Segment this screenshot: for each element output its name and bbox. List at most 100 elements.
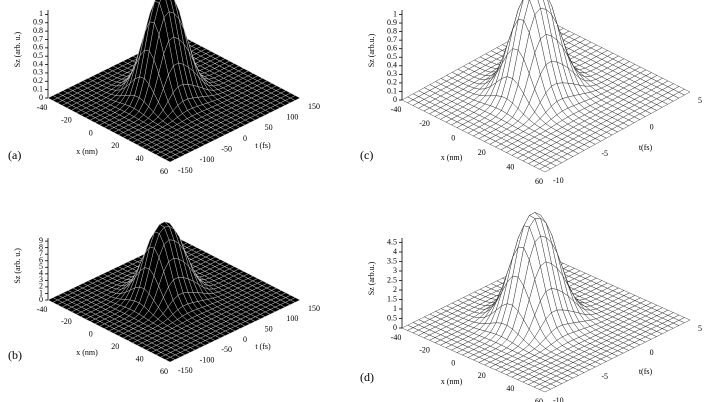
t-tick-label: 5 [698,96,702,105]
x-tick-label: 60 [535,397,543,402]
t-tick-label: 0 [243,335,247,344]
z-tick-label: 0 [393,323,397,332]
z-tick-label: 0.5 [387,52,397,61]
surface [401,0,691,173]
z-tick-label: 6 [39,256,43,265]
t-axis-label: t(fs) [639,143,653,152]
z-tick-label: 1 [39,9,43,18]
t-tick-label: 0 [243,134,247,143]
z-axis-label: Sz (arb. u.) [13,248,22,284]
z-tick-label: 0.8 [33,26,43,35]
panel: 00.511.522.533.544.5Sz (arb.u.)-40-20020… [360,212,702,402]
t-tick-label: 150 [308,304,320,313]
t-tick-label: -100 [200,155,215,164]
x-tick-label: -40 [37,103,48,112]
z-tick-label: 4.5 [387,237,397,246]
z-tick-label: 9 [39,236,43,245]
z-axis-label: Sz (arb.u.) [367,33,376,67]
t-axis-label: t(fs) [639,367,653,376]
z-tick-label: 0 [393,95,397,104]
t-tick-label: -10 [553,396,564,402]
z-tick-label: 7 [39,249,43,258]
x-tick-label: 60 [160,167,168,176]
z-tick-label: 3 [393,266,397,275]
z-tick-label: 0 [39,295,43,304]
x-tick-label: 60 [160,367,168,376]
z-tick-label: 0.3 [387,69,397,78]
x-axis-label: x (nm) [76,147,98,156]
z-tick-label: 3 [39,275,43,284]
z-tick-label: 0.9 [33,18,43,27]
t-tick-label: 5 [698,324,702,333]
x-tick-label: 20 [111,342,119,351]
z-tick-label: 1 [39,288,43,297]
x-tick-label: 20 [478,371,486,380]
z-tick-label: 0.2 [33,76,43,85]
t-tick-label: 100 [286,112,298,121]
t-tick-label: 0 [650,348,654,357]
x-tick-label: 20 [111,141,119,150]
x-tick-label: -20 [61,116,72,125]
t-tick-label: -150 [178,366,193,375]
surface-cell [164,156,176,163]
z-tick-label: 5 [39,262,43,271]
z-tick-label: 2.5 [387,275,397,284]
t-tick-label: -10 [553,176,564,185]
z-tick-label: 8 [39,242,43,251]
z-tick-label: 4 [393,247,397,256]
z-tick-label: 0.4 [387,61,397,70]
t-tick-label: -50 [221,144,232,153]
z-tick-label: 2 [39,282,43,291]
x-tick-label: 40 [506,162,514,171]
z-tick-label: 2 [393,285,397,294]
z-tick-label: 0.4 [33,59,43,68]
t-tick-label: 50 [265,324,273,333]
x-tick-label: 0 [451,358,455,367]
z-tick-label: 0.3 [33,68,43,77]
surface [47,0,301,163]
z-tick-label: 0.6 [33,43,43,52]
z-tick-label: 0.2 [387,78,397,87]
panel-label: (b) [8,348,22,362]
z-tick-label: 0.9 [387,18,397,27]
x-tick-label: 0 [451,134,455,143]
t-tick-label: -50 [221,345,232,354]
x-tick-label: 20 [478,148,486,157]
z-tick-label: 1 [393,9,397,18]
t-axis-label: t (fs) [255,342,271,351]
surface-cell [164,357,176,363]
z-tick-label: 0.7 [33,34,43,43]
t-tick-label: -100 [200,355,215,364]
z-tick-label: 0.7 [387,35,397,44]
z-tick-label: 4 [39,269,43,278]
panel-label: (c) [360,148,373,162]
x-tick-label: 0 [89,128,93,137]
x-tick-label: -40 [391,333,402,342]
z-tick-label: 0.8 [387,26,397,35]
x-tick-label: 40 [136,154,144,163]
z-axis-label: Sz (arb.u.) [367,261,376,295]
z-tick-label: 0.1 [387,86,397,95]
t-tick-label: -150 [178,166,193,175]
panel-label: (a) [8,148,21,162]
t-axis-label: t (fs) [255,141,271,150]
t-tick-label: 150 [308,102,320,111]
z-tick-label: 0.6 [387,44,397,53]
x-axis-label: x (nm) [76,348,98,357]
z-tick-label: 0 [39,93,43,102]
t-tick-label: -5 [601,372,608,381]
z-tick-label: 0.5 [33,51,43,60]
surface [401,212,691,393]
x-axis-label: x (nm) [441,377,463,386]
x-tick-label: 0 [89,330,93,339]
t-tick-label: 50 [265,123,273,132]
surface [47,221,301,363]
z-tick-label: 1.5 [387,294,397,303]
x-tick-label: -20 [419,119,430,128]
x-tick-label: -40 [391,105,402,114]
z-tick-label: 3.5 [387,256,397,265]
x-tick-label: 60 [535,177,543,186]
